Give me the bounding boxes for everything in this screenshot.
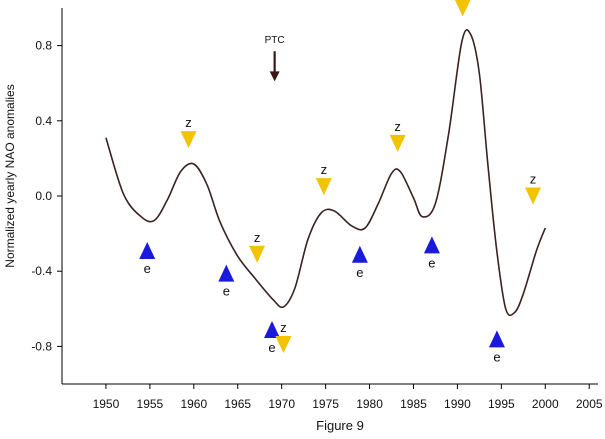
ptc-arrow-head <box>269 71 280 82</box>
axes <box>61 8 598 385</box>
z-event-marker <box>275 336 292 354</box>
z-marker-label: z <box>185 115 192 130</box>
x-axis-ticks: 1950 1955 1960 1965 1970 1975 1980 1985 1990 1995… <box>93 384 603 411</box>
z-marker-label: z <box>530 172 537 187</box>
z-marker-label: z <box>394 119 401 134</box>
z-marker-label: z <box>254 230 261 245</box>
e-event-marker <box>488 330 505 348</box>
y-tick-label: 0.4 <box>35 114 52 128</box>
e-marker-label: e <box>223 284 230 299</box>
event-markers: ezezezzezezez <box>139 0 541 364</box>
z-marker-label: z <box>280 320 287 335</box>
e-marker-label: e <box>493 349 500 364</box>
e-marker-label: e <box>144 261 151 276</box>
annotations: PTC <box>265 35 285 82</box>
e-event-marker <box>264 320 281 338</box>
x-tick-label: 1955 <box>137 397 164 411</box>
e-marker-label: e <box>268 340 275 355</box>
z-marker-label: z <box>321 162 328 177</box>
z-event-marker <box>524 187 541 205</box>
y-tick-label: -0.4 <box>31 264 52 278</box>
y-tick-label: 0.8 <box>35 39 52 53</box>
y-axis-ticks: -0.8 -0.4 0.0 0.4 0.8 <box>31 39 62 353</box>
x-tick-label: 1965 <box>224 397 251 411</box>
y-tick-label: 0.0 <box>35 189 52 203</box>
x-tick-label: 1975 <box>312 397 339 411</box>
nao-series-line <box>105 29 547 317</box>
x-tick-label: 1950 <box>93 397 120 411</box>
z-event-marker <box>249 245 266 263</box>
ptc-annotation-label: PTC <box>265 35 285 46</box>
z-event-marker <box>315 178 332 196</box>
e-event-marker <box>139 242 156 260</box>
x-tick-label: 1995 <box>488 397 515 411</box>
x-tick-label: 1985 <box>400 397 427 411</box>
e-marker-label: e <box>428 255 435 270</box>
x-tick-label: 2000 <box>532 397 559 411</box>
y-tick-label: -0.8 <box>31 339 52 353</box>
e-event-marker <box>351 245 368 263</box>
figure-caption: Figure 9 <box>316 418 364 433</box>
x-tick-label: 1970 <box>268 397 295 411</box>
e-event-marker <box>423 236 440 254</box>
e-marker-label: e <box>356 265 363 280</box>
y-axis-title: Normalized yearly NAO anomalies <box>3 84 17 267</box>
z-event-marker <box>180 131 197 149</box>
e-event-marker <box>218 264 235 282</box>
z-event-marker <box>454 0 471 17</box>
series-layer <box>105 29 547 317</box>
z-event-marker <box>389 134 406 152</box>
x-tick-label: 2005 <box>576 397 603 411</box>
x-tick-label: 1980 <box>356 397 383 411</box>
x-tick-label: 1960 <box>180 397 207 411</box>
x-tick-label: 1990 <box>444 397 471 411</box>
